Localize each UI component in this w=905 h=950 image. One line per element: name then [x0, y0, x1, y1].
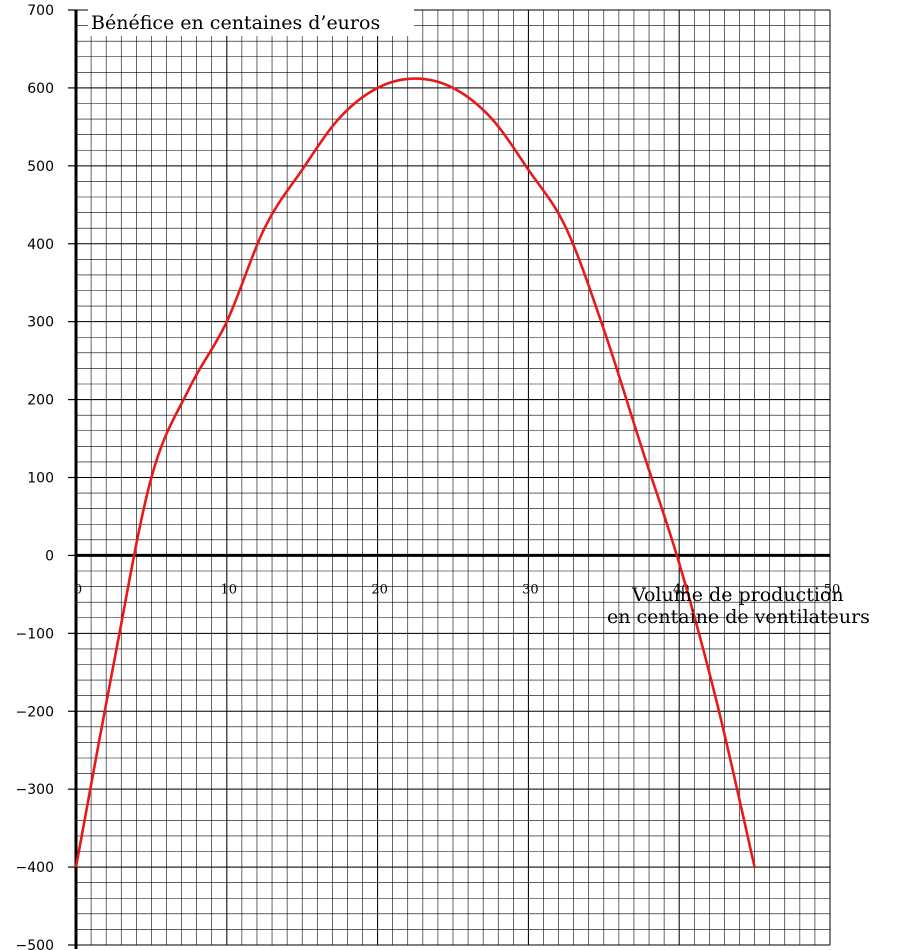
y-tick-label: 500	[27, 159, 54, 175]
x-tick-label: 30	[522, 582, 539, 597]
x-tick-label: 50	[824, 582, 841, 597]
y-tick-label: 200	[27, 393, 54, 409]
series-group	[74, 77, 756, 868]
y-tick-label: 0	[45, 548, 54, 564]
x-tick-label: 10	[221, 582, 238, 597]
x-axis-title-line1: Volume de production	[631, 584, 844, 606]
y-tick-label: −200	[16, 704, 54, 720]
y-tick-label: 300	[27, 315, 54, 331]
y-tick-label: 700	[27, 3, 54, 19]
y-tick-labels: −500 −400 −300 −200 −100 0 100 200 300 400 500 600 7…	[16, 3, 76, 950]
y-tick-label: −100	[16, 626, 54, 642]
y-tick-label: −300	[16, 782, 54, 798]
y-tick-label: 600	[27, 81, 54, 97]
x-tick-label: 20	[371, 582, 388, 597]
x-tick-labels: 0 10 20 30 40 50	[74, 582, 840, 597]
x-tick-label: 0	[74, 582, 82, 597]
y-tick-label: −500	[16, 938, 54, 950]
y-tick-label: −400	[16, 860, 54, 876]
y-tick-label: 100	[27, 471, 54, 487]
y-axis-title: Bénéfice en centaines d’euros	[91, 12, 380, 34]
x-axis-title-line2: en centaine de ventilateurs	[607, 606, 870, 628]
axes	[74, 10, 830, 949]
y-tick-label: 400	[27, 237, 54, 253]
y-axis-title-background	[88, 8, 414, 36]
profit-curve	[74, 77, 756, 868]
